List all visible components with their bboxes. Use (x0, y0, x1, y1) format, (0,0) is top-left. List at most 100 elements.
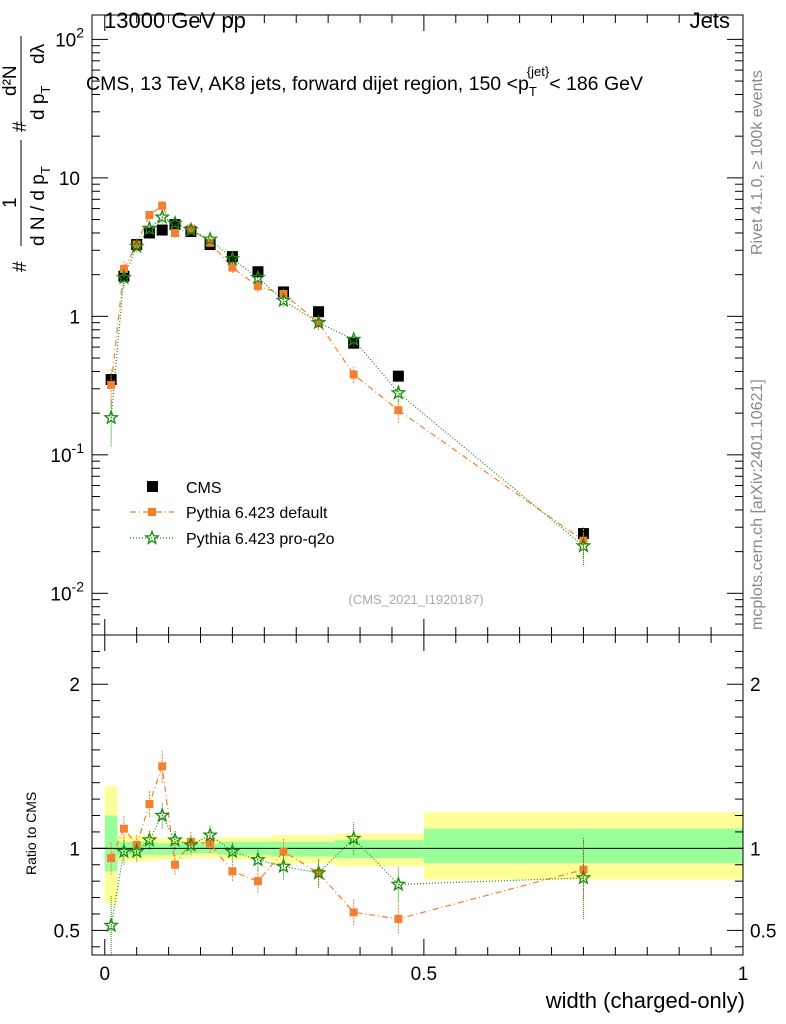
pythia-pro-q2o-point (167, 214, 183, 230)
pythia-pro-q2o-point (390, 384, 407, 400)
pythia-pro-q2o-point (250, 269, 266, 285)
ratio-pythia-default-point (279, 847, 288, 856)
svg-text:d²N: d²N (0, 65, 21, 96)
ratio-band-inner (155, 843, 188, 855)
ratio-pythia-pro-q2o-point (345, 830, 362, 846)
pythia-default-point (132, 240, 141, 249)
rivet-label: Rivet 4.1.0, ≥ 100k events (749, 70, 766, 255)
ratio-pythia-pro-q2o-point (115, 843, 132, 859)
ratio-pythia-default-point (170, 860, 179, 869)
svg-text:1: 1 (0, 197, 21, 208)
svg-text:d N / d pT: d N / d pT (28, 166, 53, 246)
ratio-pythia-pro-q2o-point (103, 917, 120, 933)
pythia-default-point (314, 318, 323, 327)
pythia-default-point (145, 210, 154, 219)
legend-label-cms: CMS (186, 480, 222, 497)
cms-point (313, 306, 325, 318)
ratio-y-tick-label-right: 0.5 (750, 921, 776, 942)
ratio-pythia-pro-q2o-point (128, 843, 145, 859)
pythia-default-point (170, 228, 179, 237)
pythia-pro-q2o-point (103, 409, 120, 425)
pythia-default-point (394, 406, 403, 415)
ratio-ticks: 0.5 0.5 1 1 2 2 0 0.5 1 (54, 635, 776, 985)
ratio-pythia-pro-q2o-point (390, 876, 407, 892)
pythia-pro-q2o-point (115, 269, 132, 285)
y-tick-label: 1 (69, 307, 80, 328)
svg-text:#: # (10, 261, 31, 272)
ratio-pythia-pro-q2o-point (224, 843, 241, 859)
svg-text:#: # (10, 121, 31, 132)
ratio-pythia-default-point (119, 824, 128, 833)
ratio-y-tick-label-left: 0.5 (54, 921, 80, 942)
ratio-pythia-pro-q2o-point (141, 831, 158, 847)
ratio-pythia-pro-q2o-point (182, 836, 199, 852)
pythia-pro-q2o-point (310, 314, 327, 330)
ratio-bands (104, 785, 743, 905)
ratio-pythia-pro-q2o-point (202, 826, 219, 843)
header-right: Jets (690, 8, 730, 33)
y-tick-label: 10-1 (50, 440, 84, 467)
ratio-pythia-default-point (107, 854, 116, 863)
pythia-default-point (107, 380, 116, 389)
legend: CMS Pythia 6.423 default Pythia 6.423 pr… (130, 480, 335, 548)
pythia-default-point (349, 370, 358, 379)
legend-item-default: Pythia 6.423 default (130, 505, 328, 522)
plot-title: CMS, 13 TeV, AK8 jets, forward dijet reg… (86, 64, 643, 99)
main-panel: 10-2 10-1 1 10 102 (CMS_2021_I1920187) CMS, … (0, 14, 744, 636)
legend-item-cms: CMS (147, 480, 222, 497)
ratio-pythia-default-point (253, 877, 262, 886)
pythia-pro-q2o-point (345, 331, 362, 347)
y-tick-label: 10 (59, 169, 80, 190)
pythia-pro-q2o-point (141, 220, 158, 236)
main-series (103, 201, 592, 566)
ratio-pythia-default-point (186, 837, 195, 846)
pythia-pro-q2o-point (202, 230, 219, 247)
ratio-series (103, 749, 592, 955)
ratio-pythia-pro-q2o-point (275, 858, 292, 874)
ratio-pythia-default-point (349, 908, 358, 917)
legend-item-pro: Pythia 6.423 pro-q2o (130, 529, 335, 548)
pythia-pro-q2o-point (224, 250, 241, 266)
main-ylabel: # 1 d N / d pT # d²N d pT dλ (0, 36, 53, 272)
ratio-band-inner (423, 828, 743, 864)
legend-label-pro: Pythia 6.423 pro-q2o (186, 531, 335, 548)
pythia-pro-q2o-point (154, 208, 171, 225)
ratio-pythia-default-point (206, 839, 215, 848)
ratio-y-tick-label-left: 2 (69, 675, 80, 696)
series-line-pythia-pro-q2o (110, 216, 584, 547)
series-line-pythia-default (110, 204, 584, 542)
mcplots-label: mcplots.cern.ch [arXiv:2401.10621] (749, 379, 766, 630)
pythia-pro-q2o-point (128, 238, 145, 254)
pythia-default-point (253, 282, 262, 291)
ratio-frame (91, 634, 744, 956)
legend-label-default: Pythia 6.423 default (186, 505, 328, 522)
ratio-pythia-default-point (158, 762, 167, 771)
svg-text:dλ: dλ (28, 43, 49, 64)
y-tick-label: 10-2 (50, 578, 84, 605)
x-tick-label: 1 (738, 964, 749, 985)
ratio-pythia-pro-q2o-point (167, 831, 183, 847)
ratio-pythia-pro-q2o-point (250, 851, 266, 867)
ratio-band-inner (334, 840, 424, 859)
cms-point (156, 224, 168, 236)
pythia-pro-q2o-point (182, 221, 199, 237)
y-tick-label: 102 (55, 24, 84, 51)
cms-point (348, 337, 360, 349)
pythia-default-point (158, 201, 167, 210)
x-axis-label: width (charged-only) (545, 988, 745, 1013)
pythia-pro-q2o-point (275, 292, 292, 308)
ratio-y-tick-label-right: 2 (750, 675, 761, 696)
watermark: (CMS_2021_I1920187) (348, 592, 483, 607)
cms-point (143, 227, 155, 239)
cms-point (392, 370, 404, 382)
x-tick-label: 0.5 (411, 964, 437, 985)
ratio-pythia-pro-q2o-point (310, 864, 327, 880)
ratio-panel: 0.5 0.5 1 1 2 2 0 0.5 1 Ratio to CMS width (char… (23, 634, 776, 1013)
ratio-pythia-default-point (228, 867, 237, 876)
x-tick-label: 0 (99, 964, 110, 985)
ratio-pythia-pro-q2o-point (575, 869, 592, 885)
ratio-y-tick-label-left: 1 (69, 839, 80, 860)
pythia-default-point (228, 263, 237, 272)
header-left: 13000 GeV pp (104, 8, 246, 33)
